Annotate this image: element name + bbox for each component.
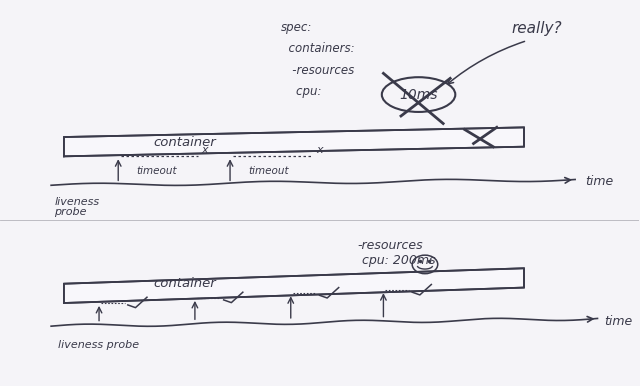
Ellipse shape xyxy=(382,77,455,112)
Text: spec:: spec: xyxy=(281,21,312,34)
Text: x: x xyxy=(202,145,208,155)
Text: timeout: timeout xyxy=(248,166,289,176)
Text: containers:: containers: xyxy=(281,42,355,56)
Text: liveness probe: liveness probe xyxy=(58,340,139,350)
Text: x: x xyxy=(316,145,323,155)
Polygon shape xyxy=(64,268,524,303)
Text: time: time xyxy=(604,315,632,328)
Text: 10ms: 10ms xyxy=(399,88,438,102)
Polygon shape xyxy=(64,127,524,156)
Text: probe: probe xyxy=(54,207,87,217)
Text: liveness: liveness xyxy=(54,197,99,207)
Text: -resources
 cpu: 200ms: -resources cpu: 200ms xyxy=(358,239,435,267)
Text: really?: really? xyxy=(511,21,562,36)
Text: cpu:: cpu: xyxy=(281,85,322,98)
Text: time: time xyxy=(585,175,613,188)
Text: container: container xyxy=(154,277,216,290)
Text: -resources: -resources xyxy=(281,64,355,77)
Text: container: container xyxy=(154,136,216,149)
Text: timeout: timeout xyxy=(136,166,177,176)
